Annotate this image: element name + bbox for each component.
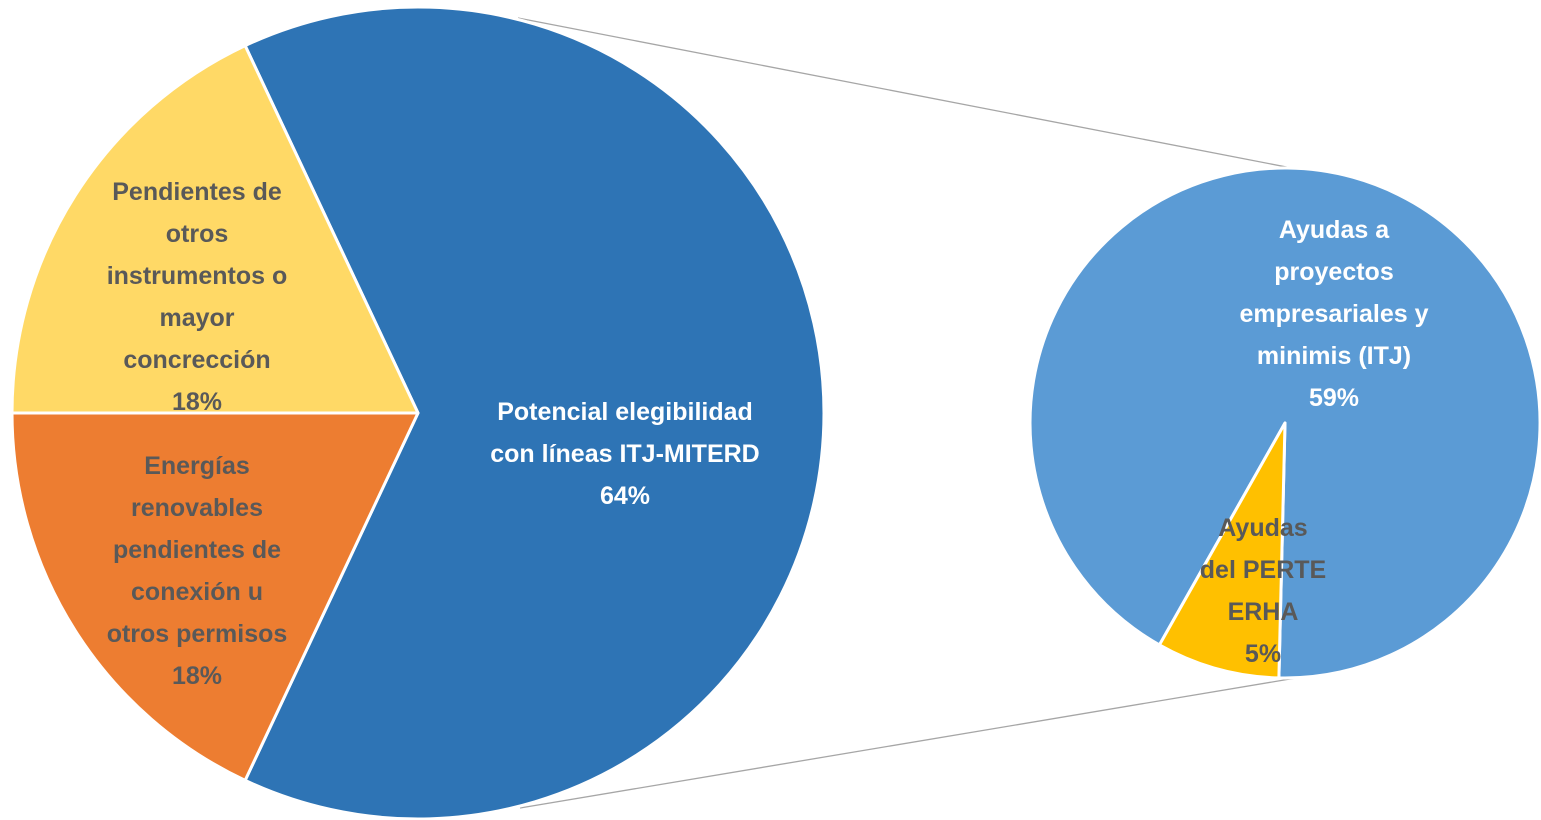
slice-ayudas-perte-erha — [1157, 421, 1287, 680]
label-energias-renovables: Energías renovables pendientes de conexión … — [107, 452, 288, 690]
connector-line-bottom — [519, 676, 1303, 809]
slice-pendientes-otros-instrumentos — [10, 411, 420, 782]
secondary-pie — [1028, 166, 1541, 680]
data-labels: Potencial elegibilidad con líneas ITJ-MIT… — [107, 178, 1429, 690]
main-pie — [10, 5, 826, 820]
label-ayudas-perte: Ayudas del PERTE ERHA 5% — [1200, 514, 1326, 668]
slice-potencial-elegibilidad — [243, 5, 826, 820]
slice-energias-renovables — [10, 44, 420, 415]
connector-line-top — [517, 17, 1303, 171]
connector-lines — [517, 17, 1303, 809]
label-potencial-elegibilidad: Potencial elegibilidad con líneas ITJ-MIT… — [490, 398, 759, 510]
label-pendientes-otros: Pendientes de otros instrumentos o mayor con… — [107, 178, 288, 416]
label-ayudas-proyectos: Ayudas a proyectos empresariales y minimis … — [1239, 216, 1428, 412]
